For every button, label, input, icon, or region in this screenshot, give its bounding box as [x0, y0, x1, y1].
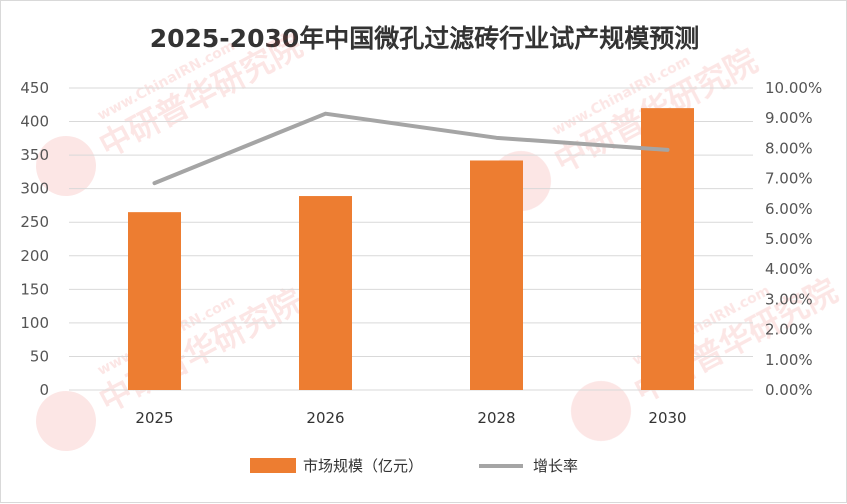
- y2-tick-label: 1.00%: [765, 351, 813, 369]
- y2-tick-label: 4.00%: [765, 260, 813, 278]
- x-tick-label: 2028: [477, 409, 515, 427]
- watermark-logo: [25, 380, 106, 461]
- y-tick-label: 300: [20, 180, 49, 198]
- y-tick-label: 250: [20, 213, 49, 231]
- y2-tick-label: 3.00%: [765, 290, 813, 308]
- y-tick-label: 200: [20, 247, 49, 265]
- y2-tick-label: 8.00%: [765, 139, 813, 157]
- x-tick-label: 2026: [306, 409, 344, 427]
- watermark-logo: [560, 370, 641, 451]
- y2-tick-label: 9.00%: [765, 109, 813, 127]
- y2-tick-label: 7.00%: [765, 170, 813, 188]
- bar: [128, 212, 181, 390]
- bar: [299, 196, 352, 390]
- y-tick-label: 50: [30, 347, 49, 365]
- legend-swatch-bar: [250, 458, 296, 473]
- y2-tick-label: 2.00%: [765, 321, 813, 339]
- y-tick-label: 350: [20, 146, 49, 164]
- y-tick-label: 450: [20, 79, 49, 97]
- legend-label-bar: 市场规模（亿元）: [303, 457, 423, 475]
- bar: [470, 160, 523, 390]
- y-tick-label: 400: [20, 113, 49, 131]
- legend-label-line: 增长率: [533, 457, 578, 475]
- x-tick-label: 2025: [135, 409, 173, 427]
- y2-tick-label: 5.00%: [765, 230, 813, 248]
- y-tick-label: 0: [39, 381, 49, 399]
- y2-tick-label: 0.00%: [765, 381, 813, 399]
- y-tick-label: 150: [20, 280, 49, 298]
- y2-tick-label: 10.00%: [765, 79, 822, 97]
- x-tick-label: 2030: [648, 409, 686, 427]
- y-tick-label: 100: [20, 314, 49, 332]
- y2-tick-label: 6.00%: [765, 200, 813, 218]
